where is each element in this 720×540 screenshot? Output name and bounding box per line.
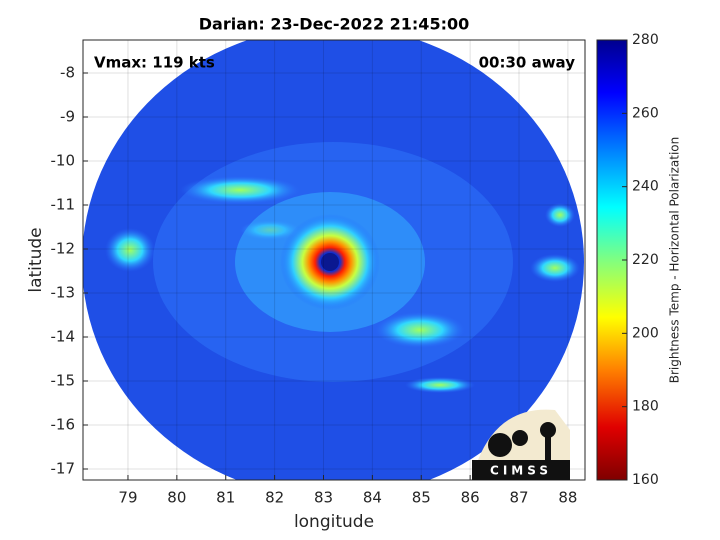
colorbar-tick-label: 180 xyxy=(632,399,659,415)
x-tick-label: 80 xyxy=(167,489,186,507)
x-tick-label: 87 xyxy=(509,489,528,507)
x-tick-label: 82 xyxy=(265,489,284,507)
chart-title: Darian: 23-Dec-2022 21:45:00 xyxy=(199,15,469,34)
annotation: 00:30 away xyxy=(479,54,576,72)
annotation: Vmax: 119 kts xyxy=(94,54,215,72)
y-tick-label: -16 xyxy=(51,416,76,434)
y-tick-label: -17 xyxy=(51,460,76,478)
plot-frame xyxy=(82,39,586,481)
logo-text: CIMSS xyxy=(490,464,552,478)
colorbar-tick-label: 160 xyxy=(632,472,659,488)
brightness-image xyxy=(83,40,584,480)
colorbar-tick-label: 200 xyxy=(632,325,659,341)
y-tick-label: -8 xyxy=(60,64,75,82)
y-tick-label: -12 xyxy=(51,240,76,258)
x-tick-label: 81 xyxy=(216,489,235,507)
logo: CIMSS xyxy=(472,409,570,480)
colorbar-tick-label: 260 xyxy=(632,105,659,121)
colorbar-tick-label: 220 xyxy=(632,252,659,268)
colorbar-tick-label: 240 xyxy=(632,179,659,195)
x-tick-label: 79 xyxy=(118,489,137,507)
y-tick-label: -11 xyxy=(51,196,76,214)
y-tick-label: -10 xyxy=(51,152,76,170)
x-tick-label: 83 xyxy=(314,489,333,507)
x-tick-label: 86 xyxy=(461,489,480,507)
y-tick-label: -15 xyxy=(51,372,76,390)
x-tick-label: 88 xyxy=(558,489,577,507)
x-tick-label: 84 xyxy=(363,489,382,507)
y-axis-label: latitude xyxy=(26,227,46,292)
y-tick-label: -14 xyxy=(51,328,76,346)
colorbar-label: Brightness Temp - Horizontal Polarizatio… xyxy=(668,137,682,384)
colorbar-tick-label: 280 xyxy=(632,32,659,48)
y-tick-label: -13 xyxy=(51,284,76,302)
y-tick-label: -9 xyxy=(60,108,75,126)
x-axis-label: longitude xyxy=(294,512,374,532)
x-tick-label: 85 xyxy=(412,489,431,507)
